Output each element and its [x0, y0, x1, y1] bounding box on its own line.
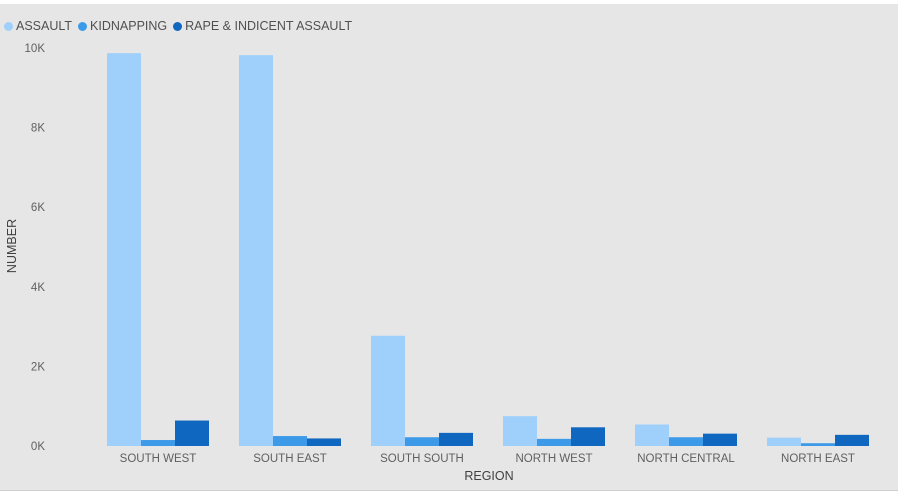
bar-assault-north-west[interactable] [503, 416, 537, 446]
bars [107, 53, 869, 446]
bar-kidnapping-north-central[interactable] [669, 437, 703, 446]
legend-item-assault[interactable]: ASSAULT [4, 19, 72, 33]
legend-swatch [4, 21, 13, 31]
legend-swatch [173, 21, 183, 31]
y-tick-label: 4K [31, 282, 45, 294]
legend-label: KIDNAPPING [90, 19, 168, 33]
y-tick-label: 10K [25, 43, 46, 55]
y-tick-label: 6K [31, 202, 45, 214]
y-tick-label: 0K [31, 441, 45, 453]
y-tick-label: 8K [31, 123, 45, 135]
chart-frame [0, 4, 898, 490]
x-tick-label-north-east: NORTH EAST [781, 453, 855, 465]
bar-rape-indicent-assault-south-west[interactable] [175, 420, 209, 446]
bar-assault-south-south[interactable] [371, 335, 405, 446]
legend-label: RAPE & INDICENT ASSAULT [185, 19, 353, 33]
bar-kidnapping-north-east[interactable] [801, 443, 835, 446]
legend-swatch [78, 21, 88, 31]
x-tick-label-south-south: SOUTH SOUTH [380, 453, 464, 465]
bar-assault-south-west[interactable] [107, 53, 141, 446]
bar-rape-indicent-assault-north-east[interactable] [835, 434, 869, 446]
bar-rape-indicent-assault-north-west[interactable] [571, 427, 605, 446]
bar-kidnapping-south-south[interactable] [405, 437, 439, 446]
bar-assault-north-central[interactable] [635, 424, 669, 446]
bar-rape-indicent-assault-south-east[interactable] [307, 438, 341, 446]
y-tick-label: 2K [31, 361, 45, 373]
bar-kidnapping-south-west[interactable] [141, 440, 175, 446]
frame-bottom-border [0, 490, 898, 491]
bar-assault-south-east[interactable] [239, 55, 273, 446]
legend-label: ASSAULT [16, 19, 73, 33]
legend-item-kidnapping[interactable]: KIDNAPPING [78, 19, 167, 33]
x-axis-title: REGION [464, 469, 513, 483]
x-axis: SOUTH WEST SOUTH EAST SOUTH SOUTH NORTH WES… [120, 453, 855, 465]
bar-kidnapping-north-west[interactable] [537, 438, 571, 446]
bar-assault-north-east[interactable] [767, 437, 801, 446]
x-tick-label-north-west: NORTH WEST [515, 453, 592, 465]
legend: ASSAULT KIDNAPPING RAPE & INDICENT ASSAULT [4, 18, 352, 34]
bar-rape-indicent-assault-north-central[interactable] [703, 433, 737, 446]
bar-kidnapping-south-east[interactable] [273, 436, 307, 446]
x-tick-label-south-west: SOUTH WEST [120, 453, 197, 465]
y-axis-title: NUMBER [5, 219, 19, 273]
legend-item-rape-indicent-assault[interactable]: RAPE & INDICENT ASSAULT [173, 19, 352, 33]
y-axis: 0K 2K 4K 6K 8K 10K [25, 43, 46, 453]
bar-rape-indicent-assault-south-south[interactable] [439, 432, 473, 446]
x-tick-label-south-east: SOUTH EAST [253, 453, 326, 465]
x-tick-label-north-central: NORTH CENTRAL [637, 453, 735, 465]
